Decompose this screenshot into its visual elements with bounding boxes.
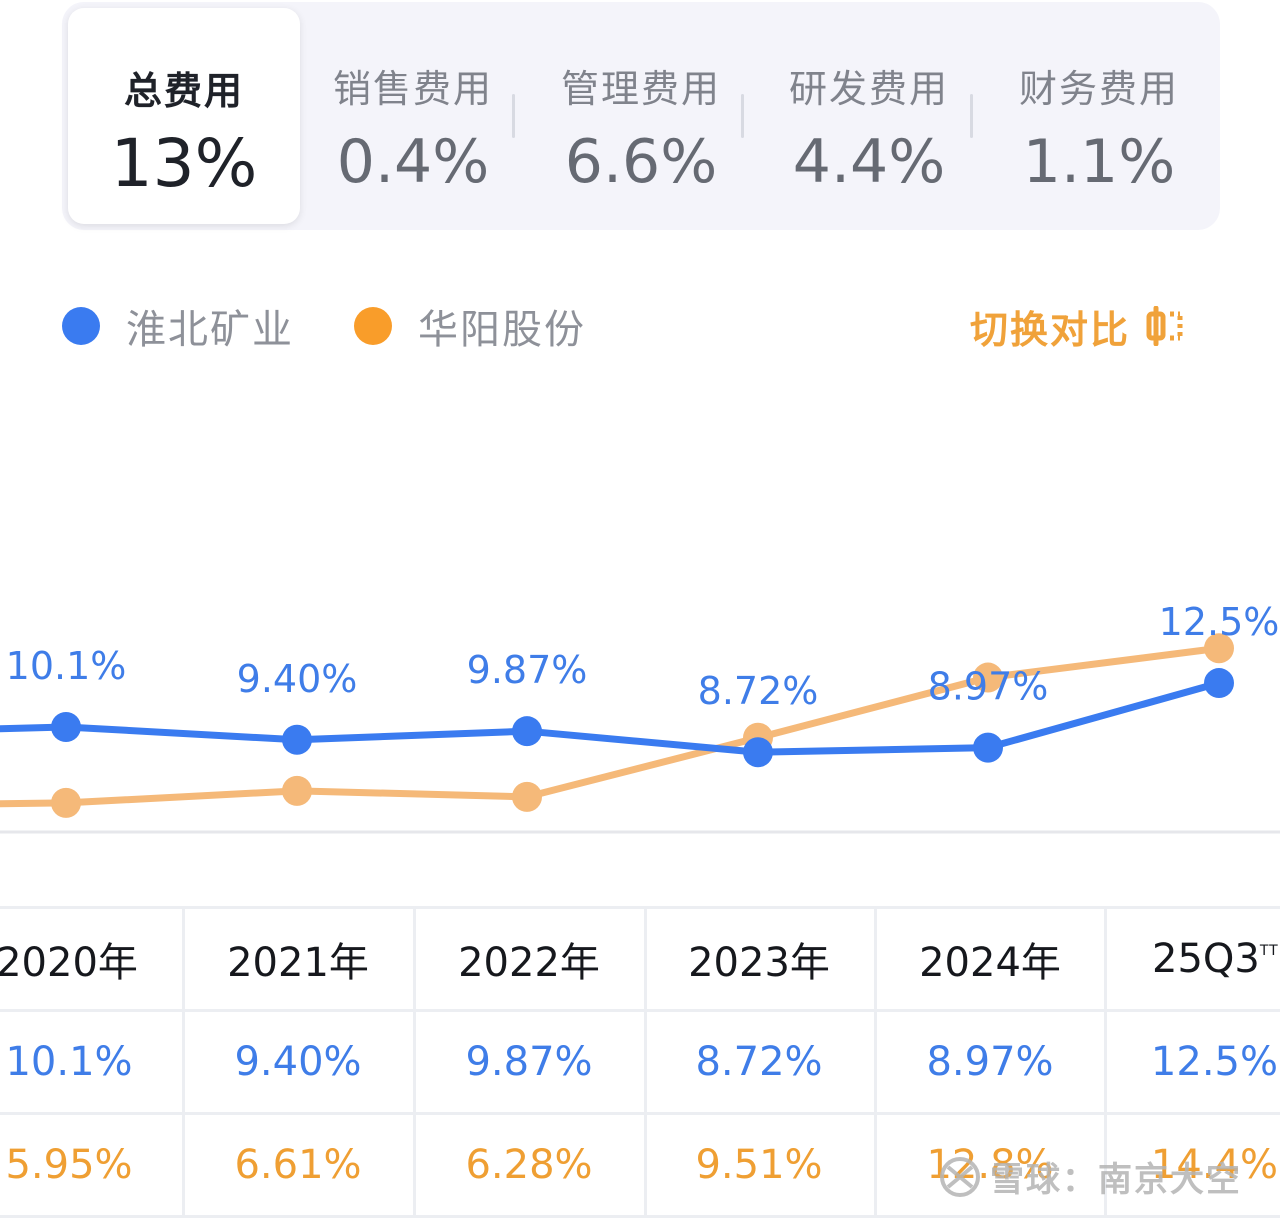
tab-value: 0.4% bbox=[336, 127, 490, 197]
table-header-row: 2020年 2021年 2022年 2023年 2024年 25Q3TTM bbox=[0, 906, 1280, 1009]
data-label: 12.5% bbox=[1159, 600, 1280, 644]
table-cell: 5.95% bbox=[5, 1142, 133, 1188]
tab-label: 财务费用 bbox=[1018, 67, 1179, 111]
table-cell: 12.5% bbox=[1150, 1039, 1278, 1085]
column-divider bbox=[874, 1012, 877, 1112]
watermark: 雪球：南京大空 bbox=[938, 1152, 1242, 1201]
legend-item-huaibei[interactable]: 淮北矿业 bbox=[62, 296, 294, 356]
tab-label: 研发费用 bbox=[788, 67, 949, 111]
xueqiu-logo-icon bbox=[940, 1156, 980, 1197]
line-chart: 10.1% 9.40% 9.87% 8.72% 8.97% 12.5% bbox=[0, 600, 1280, 834]
table-header-cell: 2020年 bbox=[0, 940, 138, 986]
tab-label: 管理费用 bbox=[560, 67, 721, 111]
tab-value: 6.6% bbox=[564, 127, 718, 197]
ttm-superscript: TTM bbox=[1259, 943, 1280, 959]
tab-label: 总费用 bbox=[123, 69, 244, 113]
table-cell: 8.72% bbox=[695, 1039, 823, 1085]
table-cell: 10.1% bbox=[5, 1039, 133, 1085]
column-divider bbox=[644, 1115, 647, 1215]
tab-label: 销售费用 bbox=[332, 67, 493, 111]
data-point[interactable] bbox=[51, 787, 81, 818]
data-point[interactable] bbox=[512, 716, 542, 747]
column-divider bbox=[182, 909, 185, 1009]
column-divider bbox=[874, 1115, 877, 1215]
data-label: 9.40% bbox=[237, 657, 358, 701]
data-point[interactable] bbox=[51, 711, 81, 742]
tab-divider bbox=[512, 94, 515, 138]
chart-legend: 淮北矿业 华阳股份 切换对比 bbox=[0, 296, 1280, 356]
table-cell: 8.97% bbox=[926, 1039, 1054, 1085]
table-cell: 9.40% bbox=[234, 1039, 362, 1085]
tab-value: 13% bbox=[110, 125, 258, 202]
table-cell: 14.4% bbox=[1150, 1142, 1278, 1188]
data-point[interactable] bbox=[512, 781, 542, 812]
column-divider bbox=[182, 1012, 185, 1112]
table-cell: 9.87% bbox=[465, 1039, 593, 1085]
legend-label: 华阳股份 bbox=[418, 307, 586, 353]
metric-tabs: 总费用 13% 销售费用 0.4% 管理费用 6.6% 研发费用 4.4% 财务… bbox=[62, 2, 1220, 230]
legend-dot-orange bbox=[354, 307, 392, 345]
table-header-cell: 2024年 bbox=[919, 940, 1061, 986]
tab-divider bbox=[970, 94, 973, 138]
legend-label: 淮北矿业 bbox=[126, 307, 294, 353]
switch-compare-label: 切换对比 bbox=[969, 307, 1130, 352]
data-point[interactable] bbox=[1204, 633, 1234, 664]
column-divider bbox=[413, 909, 416, 1009]
watermark-text: 雪球：南京大空 bbox=[990, 1160, 1242, 1200]
column-divider bbox=[182, 1115, 185, 1215]
table-row-huaibei: 10.1% 9.40% 9.87% 8.72% 8.97% 12.5% bbox=[0, 1009, 1280, 1112]
data-label: 9.87% bbox=[467, 648, 588, 692]
tab-rnd-expense[interactable]: 研发费用 4.4% bbox=[754, 2, 984, 230]
data-point[interactable] bbox=[1204, 668, 1234, 699]
column-divider bbox=[1104, 909, 1107, 1009]
tab-divider bbox=[741, 94, 744, 138]
table-cell: 6.61% bbox=[234, 1142, 362, 1188]
data-table: 2020年 2021年 2022年 2023年 2024年 25Q3TTM 10… bbox=[0, 906, 1280, 1218]
tab-finance-expense[interactable]: 财务费用 1.1% bbox=[984, 2, 1214, 230]
table-cell: 9.51% bbox=[695, 1142, 823, 1188]
column-divider bbox=[413, 1115, 416, 1215]
data-label: 10.1% bbox=[6, 644, 127, 688]
data-label: 8.97% bbox=[928, 665, 1049, 709]
column-divider bbox=[1104, 1115, 1107, 1215]
tab-total-expense[interactable]: 总费用 13% bbox=[68, 8, 300, 224]
column-divider bbox=[644, 909, 647, 1009]
column-divider bbox=[413, 1012, 416, 1112]
compare-toggle-icon bbox=[1146, 306, 1183, 346]
table-header-cell-ttm: 25Q3TTM bbox=[1108, 909, 1280, 1009]
data-point[interactable] bbox=[743, 737, 773, 768]
data-label: 8.72% bbox=[698, 669, 819, 713]
legend-dot-blue bbox=[62, 307, 100, 345]
switch-compare-button[interactable]: 切换对比 bbox=[970, 296, 1184, 356]
table-header-cell: 2021年 bbox=[227, 940, 369, 986]
table-cell: 6.28% bbox=[465, 1142, 593, 1188]
data-point[interactable] bbox=[973, 662, 1003, 693]
tab-value: 4.4% bbox=[792, 127, 946, 197]
table-header-cell: 2023年 bbox=[688, 940, 830, 986]
tab-admin-expense[interactable]: 管理费用 6.6% bbox=[526, 2, 756, 230]
table-header-text: 25Q3 bbox=[1152, 936, 1260, 982]
tab-selling-expense[interactable]: 销售费用 0.4% bbox=[298, 2, 528, 230]
data-point[interactable] bbox=[973, 732, 1003, 763]
table-header-cell: 2022年 bbox=[458, 940, 600, 986]
legend-item-huayang[interactable]: 华阳股份 bbox=[354, 296, 586, 356]
column-divider bbox=[874, 909, 877, 1009]
data-point[interactable] bbox=[282, 724, 312, 755]
tab-value: 1.1% bbox=[1022, 127, 1176, 197]
column-divider bbox=[1104, 1012, 1107, 1112]
column-divider bbox=[644, 1012, 647, 1112]
data-point[interactable] bbox=[282, 775, 312, 806]
